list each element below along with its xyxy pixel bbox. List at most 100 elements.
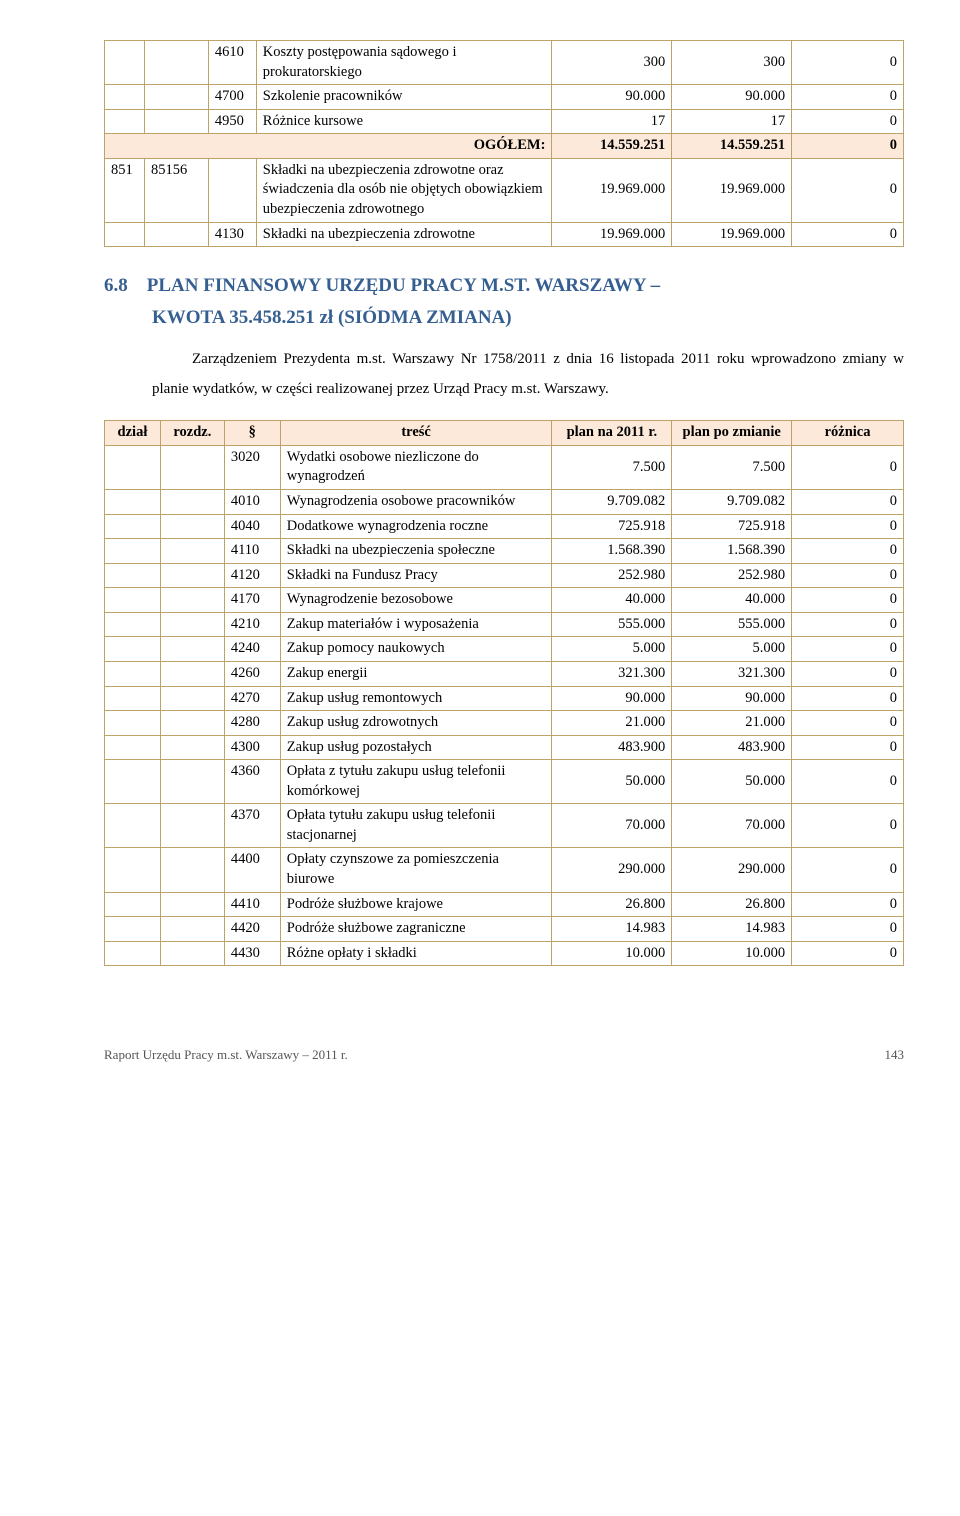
cell-diff: 0 — [792, 109, 904, 134]
cell-desc: Wynagrodzenie bezosobowe — [280, 588, 552, 613]
cell-diff: 0 — [792, 222, 904, 247]
cell — [160, 941, 224, 966]
cell-code: 4400 — [224, 848, 280, 892]
cell — [160, 917, 224, 942]
col-roznica: różnica — [792, 421, 904, 446]
cell-code: 4610 — [208, 41, 256, 85]
cell-desc: Składki na ubezpieczenia zdrowotne — [256, 222, 552, 247]
cell — [105, 892, 161, 917]
cell-val: 19.969.000 — [672, 158, 792, 222]
table-row: 4040Dodatkowe wynagrodzenia roczne 725.91… — [105, 514, 904, 539]
cell — [160, 445, 224, 489]
col-plan: plan na 2011 r. — [552, 421, 672, 446]
table-row: 4430Różne opłaty i składki10.00010.0000 — [105, 941, 904, 966]
col-paragraph: § — [224, 421, 280, 446]
cell-desc: Dodatkowe wynagrodzenia roczne — [280, 514, 552, 539]
cell — [105, 941, 161, 966]
cell — [105, 222, 145, 247]
cell-val: 0 — [792, 804, 904, 848]
cell — [105, 588, 161, 613]
cell — [105, 686, 161, 711]
cell-val: 17 — [672, 109, 792, 134]
table-row: 4300Zakup usług pozostałych483.900483.90… — [105, 735, 904, 760]
cell-val: 321.300 — [552, 661, 672, 686]
col-rozdz: rozdz. — [160, 421, 224, 446]
cell — [105, 848, 161, 892]
cell — [160, 735, 224, 760]
cell-val: 0 — [792, 490, 904, 515]
cell-code: 4170 — [224, 588, 280, 613]
cell-val: 725.918 — [672, 514, 792, 539]
table-row: 4110Składki na ubezpieczenia społeczne1.… — [105, 539, 904, 564]
cell — [105, 735, 161, 760]
cell-val: 26.800 — [672, 892, 792, 917]
cell-val: 555.000 — [672, 612, 792, 637]
cell — [105, 490, 161, 515]
table-row: 4010Wynagrodzenia osobowe pracowników9.7… — [105, 490, 904, 515]
cell-desc: Zakup usług pozostałych — [280, 735, 552, 760]
cell-val: 14.983 — [672, 917, 792, 942]
cell-val: 483.900 — [552, 735, 672, 760]
cell-val: 90.000 — [552, 686, 672, 711]
cell-val: 40.000 — [672, 588, 792, 613]
cell-code — [208, 158, 256, 222]
cell — [105, 514, 161, 539]
cell-dzial: 851 — [105, 158, 145, 222]
heading-text-2: KWOTA 35.458.251 zł (SIÓDMA ZMIANA) — [152, 305, 904, 331]
cell — [105, 109, 145, 134]
cell-val: 0 — [792, 892, 904, 917]
cell-desc: Wynagrodzenia osobowe pracowników — [280, 490, 552, 515]
table-row: 4260Zakup energii321.300321.3000 — [105, 661, 904, 686]
cell-desc: Zakup energii — [280, 661, 552, 686]
cell — [105, 563, 161, 588]
cell-code: 4120 — [224, 563, 280, 588]
cell-val: 40.000 — [552, 588, 672, 613]
cell-val: 21.000 — [552, 711, 672, 736]
page-number: 143 — [885, 1046, 905, 1064]
cell-val: 252.980 — [552, 563, 672, 588]
cell-desc: Składki na Fundusz Pracy — [280, 563, 552, 588]
cell-val: 0 — [792, 917, 904, 942]
cell — [105, 637, 161, 662]
cell-val: 19.969.000 — [672, 222, 792, 247]
cell-desc: Szkolenie pracowników — [256, 85, 552, 110]
cell — [105, 760, 161, 804]
cell-desc: Zakup usług zdrowotnych — [280, 711, 552, 736]
cell-desc: Podróże służbowe zagraniczne — [280, 917, 552, 942]
cell-code: 4040 — [224, 514, 280, 539]
cell — [105, 41, 145, 85]
cell-val: 0 — [792, 539, 904, 564]
cell — [105, 612, 161, 637]
cell-code: 4130 — [208, 222, 256, 247]
total-label: OGÓŁEM: — [105, 134, 552, 159]
cell-rozdz: 85156 — [144, 158, 208, 222]
table-row: 3020Wydatki osobowe niezliczone do wynag… — [105, 445, 904, 489]
cell-val: 0 — [792, 848, 904, 892]
cell-val: 19.969.000 — [552, 222, 672, 247]
cell-val: 21.000 — [672, 711, 792, 736]
cell-val: 50.000 — [672, 760, 792, 804]
table-header-row: dział rozdz. § treść plan na 2011 r. pla… — [105, 421, 904, 446]
cell-val: 7.500 — [672, 445, 792, 489]
table-row: 4410Podróże służbowe krajowe26.80026.800… — [105, 892, 904, 917]
table-row: 4270Zakup usług remontowych90.00090.0000 — [105, 686, 904, 711]
table-row-total: OGÓŁEM: 14.559.251 14.559.251 0 — [105, 134, 904, 159]
cell-val: 290.000 — [552, 848, 672, 892]
cell — [160, 539, 224, 564]
budget-table-top: 4610 Koszty postępowania sądowego i prok… — [104, 40, 904, 247]
cell-val: 70.000 — [552, 804, 672, 848]
table2-body: 3020Wydatki osobowe niezliczone do wynag… — [105, 445, 904, 965]
page-footer: Raport Urzędu Pracy m.st. Warszawy – 201… — [104, 1046, 904, 1064]
cell-val: 19.969.000 — [552, 158, 672, 222]
cell-val: 321.300 — [672, 661, 792, 686]
cell-desc: Podróże służbowe krajowe — [280, 892, 552, 917]
cell — [160, 760, 224, 804]
cell-diff: 0 — [792, 85, 904, 110]
cell-code: 4950 — [208, 109, 256, 134]
section-heading: 6.8 PLAN FINANSOWY URZĘDU PRACY M.ST. WA… — [104, 273, 904, 299]
cell-val: 10.000 — [552, 941, 672, 966]
intro-paragraph: Zarządzeniem Prezydenta m.st. Warszawy N… — [152, 344, 904, 404]
cell-val: 70.000 — [672, 804, 792, 848]
cell-val: 555.000 — [552, 612, 672, 637]
cell — [144, 109, 208, 134]
